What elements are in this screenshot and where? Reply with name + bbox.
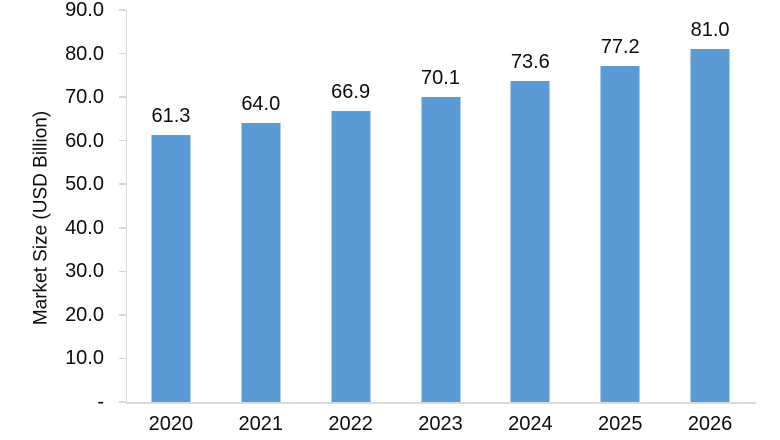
y-tick-label: 40.0 [65,216,104,239]
bar [151,135,191,402]
y-tick-mark [119,314,126,316]
bar [600,65,640,402]
y-tick-label: 30.0 [65,260,104,283]
x-tick-label: 2025 [597,413,643,435]
y-tick-label: 60.0 [65,129,104,152]
y-tick-mark [119,9,126,11]
bar-value-label: 70.1 [421,66,460,89]
y-tick-mark [119,401,126,403]
bar-value-label: 66.9 [331,80,371,103]
plot-area [126,10,756,404]
y-tick-label: 70.0 [65,86,104,109]
bar-value-label: 81.0 [690,19,730,42]
y-tick-label: 10.0 [65,347,104,370]
x-tick-label: 2022 [328,413,373,435]
y-tick-label: - [97,391,104,413]
y-tick-mark [119,183,126,185]
y-tick-mark [119,52,126,55]
bar [690,49,730,402]
x-tick-label: 2021 [238,413,284,435]
y-tick-label: 80.0 [65,42,104,65]
y-tick-mark [119,139,126,142]
bar [421,96,460,402]
y-tick-mark [119,96,126,98]
y-tick-mark [119,227,126,229]
bar [510,81,550,402]
y-tick-label: 50.0 [65,173,104,196]
x-tick-label: 2020 [148,413,194,435]
x-tick-label: 2024 [508,413,553,435]
y-tick-mark [119,357,126,360]
y-axis-title: Market Size (USD Billion) [30,110,52,326]
bar [331,110,371,402]
bar-value-label: 61.3 [151,105,191,127]
y-tick-mark [119,270,126,273]
bar-value-label: 77.2 [600,35,640,58]
x-tick-label: 2026 [687,413,733,435]
y-tick-label: 90.0 [65,0,104,21]
bar-value-label: 64.0 [241,93,281,116]
x-tick-label: 2023 [418,413,463,435]
bar-value-label: 73.6 [510,51,550,74]
bar [241,123,281,402]
y-tick-label: 20.0 [65,303,104,326]
